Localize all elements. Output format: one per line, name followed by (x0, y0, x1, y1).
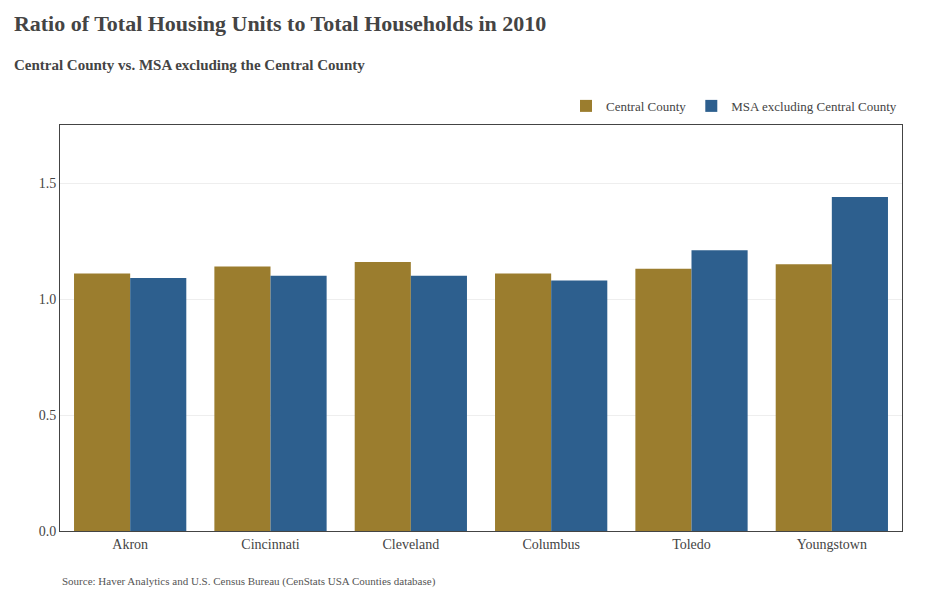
svg-text:1.5: 1.5 (39, 176, 57, 191)
svg-text:1.0: 1.0 (39, 292, 57, 307)
svg-text:Columbus: Columbus (522, 537, 580, 552)
svg-text:0.5: 0.5 (39, 408, 57, 423)
svg-text:Central County vs. MSA excludi: Central County vs. MSA excluding the Cen… (14, 57, 365, 73)
svg-text:0.0: 0.0 (39, 524, 57, 539)
svg-text:Central County: Central County (606, 99, 686, 114)
svg-text:Cincinnati: Cincinnati (241, 537, 299, 552)
svg-text:Source: Haver Analytics and U.: Source: Haver Analytics and U.S. Census … (62, 575, 436, 588)
svg-text:Cleveland: Cleveland (382, 537, 439, 552)
svg-text:Ratio of Total Housing Units t: Ratio of Total Housing Units to Total Ho… (14, 11, 546, 36)
svg-text:Youngstown: Youngstown (797, 537, 867, 552)
svg-text:Akron: Akron (112, 537, 148, 552)
svg-text:Toledo: Toledo (672, 537, 711, 552)
svg-text:MSA excluding Central County: MSA excluding Central County (731, 99, 897, 114)
